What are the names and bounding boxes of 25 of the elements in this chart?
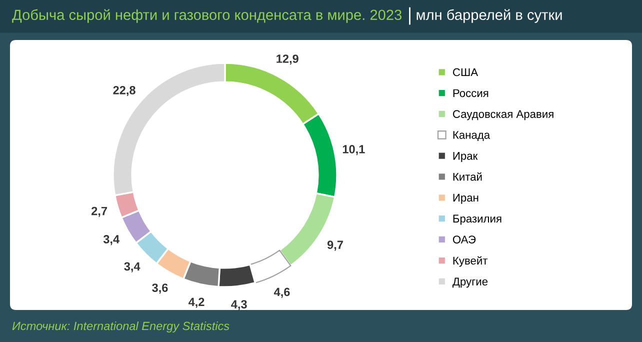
data-label: 10,1 <box>342 145 365 156</box>
legend-label: Кувейт <box>453 256 488 267</box>
text: Источник: International Energy Statistics <box>12 321 230 332</box>
data-label: 3,4 <box>103 235 120 246</box>
legend-label: Ирак <box>453 152 478 162</box>
data-label: 22,8 <box>113 86 136 96</box>
data-label: 12,9 <box>276 54 298 65</box>
data-label: 3,6 <box>152 284 168 294</box>
legend-label: ОАЭ <box>452 236 476 244</box>
chart-title: Добыча сырой нефти и газового конденсата в мире. 2023 <box>12 9 402 23</box>
data-label: 4,2 <box>188 298 204 308</box>
legend-label: Другие <box>452 278 488 288</box>
data-label: 3,4 <box>124 262 140 272</box>
legend-label: Китай <box>453 172 482 181</box>
data-label: 2,7 <box>92 206 107 217</box>
legend-label: Бразилия <box>453 214 502 225</box>
legend-label: Иран <box>453 194 478 204</box>
legend-label: США <box>453 68 478 76</box>
chart-subtitle: млн баррелей в сутки <box>416 9 562 23</box>
data-label: 4,3 <box>231 300 247 310</box>
legend-label: Канада <box>453 131 490 142</box>
legend-label: Саудовская Аравия <box>453 110 554 120</box>
data-label: 4,6 <box>274 288 290 298</box>
data-label: 9,7 <box>327 240 343 251</box>
legend-label: Россия <box>453 89 488 98</box>
